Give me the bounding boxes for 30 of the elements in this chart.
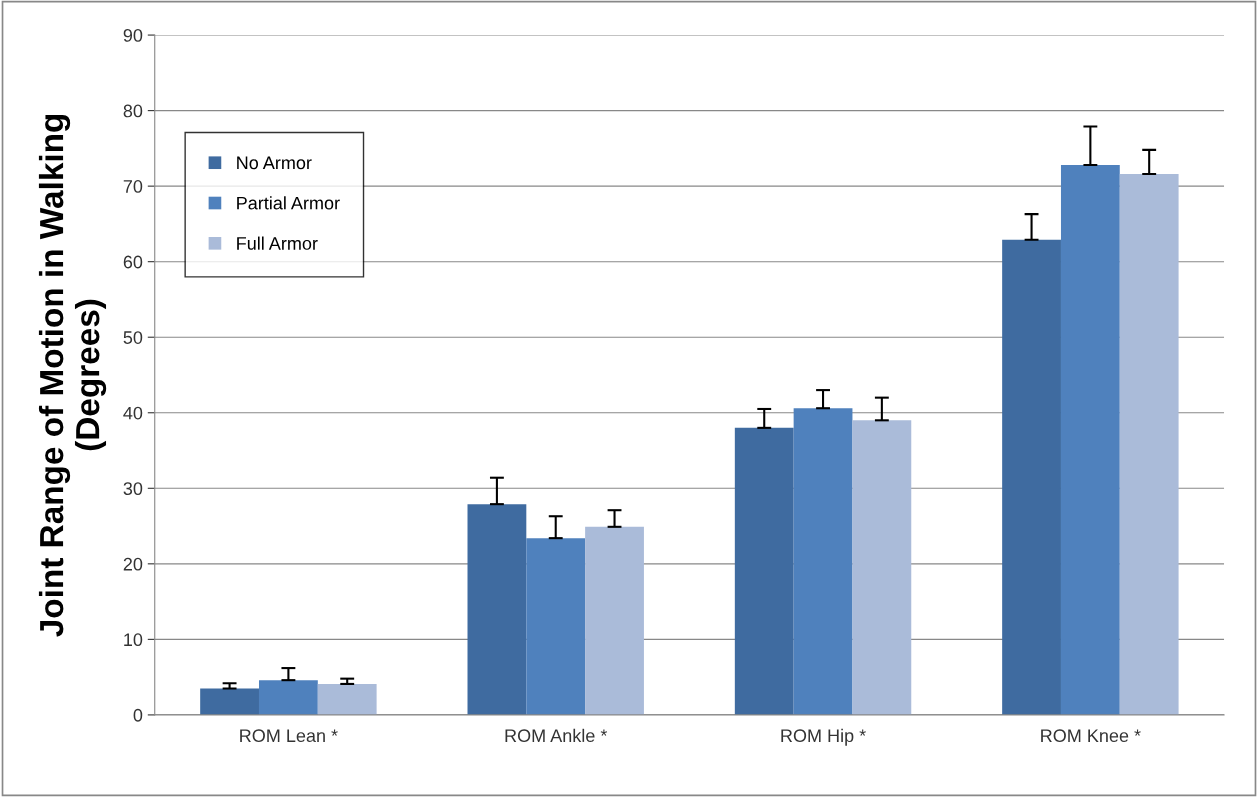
bar (1119, 174, 1179, 715)
bar (317, 683, 377, 715)
y-tick-label: 10 (124, 633, 143, 647)
y-tick-label: 80 (123, 104, 143, 118)
bar (1060, 164, 1120, 715)
y-tick-label: 40 (123, 406, 143, 420)
y-tick-label: 50 (123, 331, 143, 344)
bar (793, 408, 853, 715)
bar (200, 688, 259, 715)
x-tick-label: ROM Ankle * (505, 728, 608, 743)
bar (1002, 239, 1061, 715)
y-tick-label: 60 (123, 255, 143, 269)
legend-label: Full Armor (237, 236, 318, 250)
y-axis-title: Joint Range of Motion in Walking (Degrees) (38, 114, 107, 637)
bar (258, 680, 318, 715)
bar (734, 427, 794, 715)
bar (852, 420, 912, 715)
x-tick-label: ROM Hip * (781, 728, 866, 746)
bar (467, 504, 527, 715)
x-tick-label: ROM Lean * (240, 729, 338, 743)
bar (526, 538, 586, 715)
bar (585, 526, 644, 715)
legend-label: Partial Armor (237, 196, 340, 210)
x-tick-label: ROM Knee * (1041, 729, 1141, 743)
legend-label: No Armor (237, 156, 312, 170)
y-tick-label: 30 (123, 482, 143, 496)
y-tick-label: 90 (123, 29, 143, 42)
y-tick-label: 20 (123, 557, 143, 571)
y-tick-label: 0 (133, 708, 143, 722)
y-tick-label: 70 (123, 180, 143, 193)
